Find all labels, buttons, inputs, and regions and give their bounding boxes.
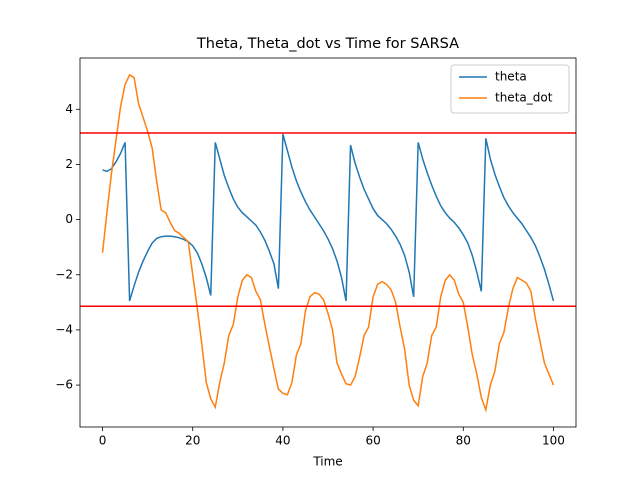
axes-frame xyxy=(79,57,577,428)
x-tick-label: 60 xyxy=(365,434,380,448)
x-tick-label: 80 xyxy=(456,434,471,448)
x-tick-label: 0 xyxy=(99,434,107,448)
y-tick-label: 0 xyxy=(65,212,73,226)
series-line xyxy=(102,133,555,302)
x-axis-label: Time xyxy=(312,455,342,469)
y-tick-label: −4 xyxy=(55,322,73,336)
x-tick-label: 40 xyxy=(275,434,290,448)
x-tick-label: 100 xyxy=(542,434,565,448)
legend-label: theta_dot xyxy=(495,91,553,105)
chart-title: Theta, Theta_dot vs Time for SARSA xyxy=(196,36,459,52)
y-tick-label: −2 xyxy=(55,267,73,281)
legend-label: theta xyxy=(495,70,527,84)
y-tick-label: 4 xyxy=(65,102,73,116)
series-line xyxy=(101,73,555,413)
y-tick-label: −6 xyxy=(55,378,73,392)
y-tick-label: 2 xyxy=(65,157,73,171)
x-tick-label: 20 xyxy=(185,434,200,448)
